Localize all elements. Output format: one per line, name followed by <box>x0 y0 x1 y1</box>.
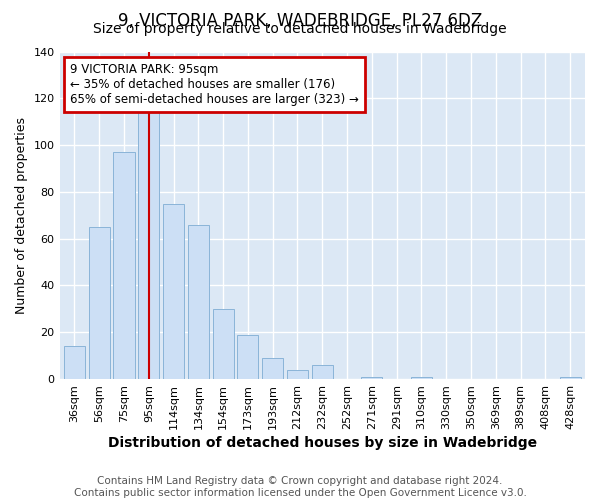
Text: Size of property relative to detached houses in Wadebridge: Size of property relative to detached ho… <box>93 22 507 36</box>
Text: 9, VICTORIA PARK, WADEBRIDGE, PL27 6DZ: 9, VICTORIA PARK, WADEBRIDGE, PL27 6DZ <box>118 12 482 30</box>
Bar <box>312 365 333 379</box>
Bar <box>163 204 184 379</box>
Bar <box>138 110 160 379</box>
Text: Contains HM Land Registry data © Crown copyright and database right 2024.
Contai: Contains HM Land Registry data © Crown c… <box>74 476 526 498</box>
Bar <box>212 309 233 379</box>
Text: 9 VICTORIA PARK: 95sqm
← 35% of detached houses are smaller (176)
65% of semi-de: 9 VICTORIA PARK: 95sqm ← 35% of detached… <box>70 63 359 106</box>
Bar <box>89 227 110 379</box>
Bar <box>361 376 382 379</box>
Bar <box>560 376 581 379</box>
Bar <box>287 370 308 379</box>
Bar <box>262 358 283 379</box>
Bar <box>238 334 259 379</box>
Bar <box>64 346 85 379</box>
Bar <box>113 152 134 379</box>
X-axis label: Distribution of detached houses by size in Wadebridge: Distribution of detached houses by size … <box>108 436 537 450</box>
Y-axis label: Number of detached properties: Number of detached properties <box>15 117 28 314</box>
Bar <box>411 376 432 379</box>
Bar <box>188 224 209 379</box>
